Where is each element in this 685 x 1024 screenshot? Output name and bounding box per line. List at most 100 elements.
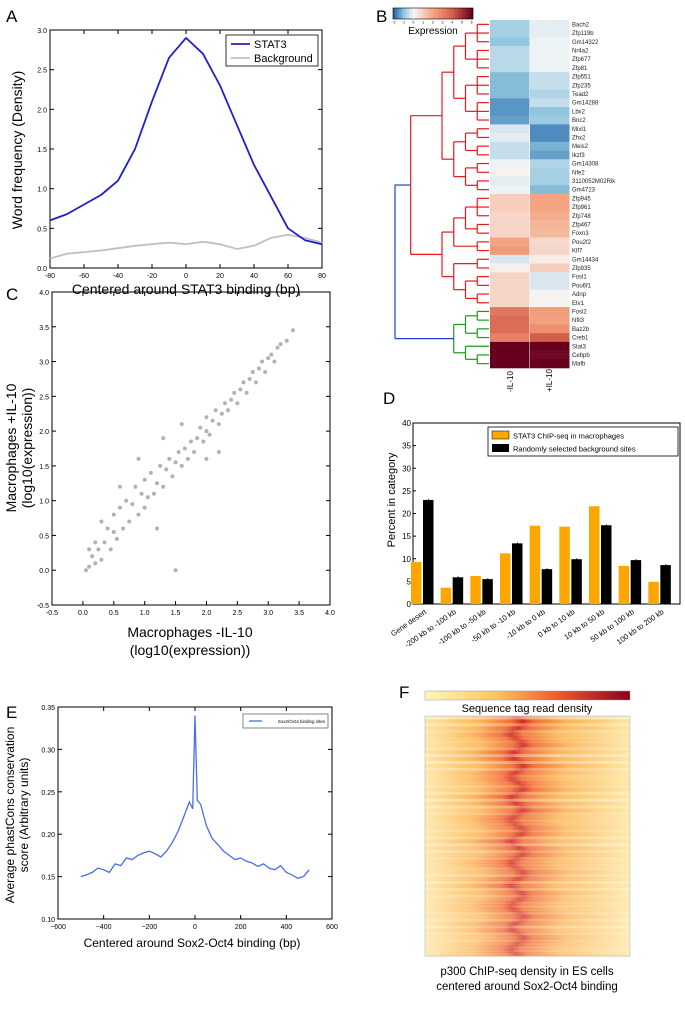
colorbar-tick-label: 3 xyxy=(442,21,444,25)
density-row xyxy=(425,945,630,950)
heatmap-cell xyxy=(490,54,530,64)
density-row xyxy=(425,897,630,902)
gene-label: Zfp235 xyxy=(572,83,591,89)
panel-c-xtick-label: 1.0 xyxy=(140,610,150,617)
colorbar-segment xyxy=(449,8,452,19)
gene-label: Zfp677 xyxy=(572,57,591,63)
gene-label: Creb1 xyxy=(572,336,589,342)
density-row xyxy=(425,829,630,833)
scatter-point xyxy=(111,529,116,534)
scatter-point xyxy=(164,467,169,472)
bar-stat3 xyxy=(500,553,511,604)
heatmap-cell xyxy=(490,124,530,134)
panel-c-ytick-label: 0.5 xyxy=(39,533,49,540)
heatmap-cell xyxy=(530,254,570,264)
scatter-point xyxy=(114,536,119,541)
density-row xyxy=(425,949,630,953)
panel-a-xtick-label: -20 xyxy=(147,273,157,280)
colorbar-segment xyxy=(405,8,408,19)
scatter-point xyxy=(111,512,116,517)
panel-label-f: F xyxy=(399,683,409,702)
panel-f-heatmap: Sequence tag read density p300 ChIP-seq … xyxy=(424,690,631,993)
heatmap-cell xyxy=(530,159,570,169)
scatter-point xyxy=(216,422,221,427)
panel-d-ytick-label: 0 xyxy=(407,600,412,609)
scatter-point xyxy=(207,432,212,437)
heatmap-cell xyxy=(530,237,570,247)
panel-e-xtick-label: 600 xyxy=(326,924,338,931)
heatmap-cell xyxy=(530,176,570,186)
gene-label: Zhx2 xyxy=(572,135,586,141)
bar-stat3 xyxy=(589,506,600,604)
colorbar-segment xyxy=(471,8,474,19)
gene-label: Zfp81 xyxy=(572,66,588,72)
panel-c-ylabel: Macrophages +IL-10 xyxy=(3,383,19,512)
colorbar-segment xyxy=(419,8,422,19)
heatmap-cell xyxy=(490,315,530,325)
heatmap-cell xyxy=(490,298,530,308)
heatmap-cell xyxy=(530,20,570,29)
heatmap-cell xyxy=(490,107,530,116)
column-label-plus-il10: +IL-10 xyxy=(545,369,554,392)
scatter-point xyxy=(226,408,231,413)
panel-c-ytick-label: 2.0 xyxy=(39,429,49,436)
panel-e-legend: Sox2/Oct4 binding sites xyxy=(242,713,329,729)
scatter-point xyxy=(204,415,209,420)
colorbar-tick-label: -1 xyxy=(402,21,405,25)
scatter-point xyxy=(192,449,197,454)
scatter-point xyxy=(229,397,234,402)
scatter-point xyxy=(83,568,88,573)
gene-label: Foxn3 xyxy=(572,231,589,237)
scatter-point xyxy=(256,366,261,371)
heatmap-cell xyxy=(530,324,570,334)
legend-sox2-oct4: Sox2/Oct4 binding sites xyxy=(278,719,326,724)
panel-a-ytick-label: 0.0 xyxy=(37,266,47,273)
gene-label: Zfp748 xyxy=(572,214,591,220)
panel-c-ytick-label: 0.0 xyxy=(39,568,49,575)
heatmap-cell xyxy=(490,272,530,282)
panel-d-ytick-label: 20 xyxy=(402,510,411,519)
bar-stat3 xyxy=(529,525,541,604)
scatter-point xyxy=(204,456,209,461)
heatmap-cell xyxy=(530,185,570,195)
heatmap-cell xyxy=(530,141,570,151)
heatmap-cell xyxy=(490,237,530,247)
density-row xyxy=(425,925,630,929)
gene-label: Zfp945 xyxy=(572,196,591,202)
colorbar-segment xyxy=(417,8,420,19)
heatmap-cell xyxy=(530,54,570,64)
heatmap-cell xyxy=(530,220,570,230)
bar-stat3 xyxy=(618,565,630,604)
heatmap-cell xyxy=(490,133,530,143)
panel-c-xtick-label: 3.5 xyxy=(294,610,304,617)
gene-label: Fosl2 xyxy=(572,309,587,315)
scatter-point xyxy=(247,376,252,381)
scatter-point xyxy=(235,401,240,406)
scatter-point xyxy=(182,446,187,451)
density-row xyxy=(425,740,630,744)
gene-label: Tead2 xyxy=(572,92,589,98)
density-row xyxy=(425,938,630,943)
panel-label-a: A xyxy=(6,7,18,26)
density-row xyxy=(425,750,630,755)
colorbar-tick-label: 2 xyxy=(432,21,434,25)
colorbar-segment xyxy=(407,8,410,19)
scatter-point xyxy=(102,540,107,545)
series-line-sox2-oct4 xyxy=(80,715,310,880)
scatter-point xyxy=(219,411,224,416)
gene-label: Zfp119b xyxy=(572,31,594,37)
density-row xyxy=(425,836,630,840)
density-row xyxy=(425,873,630,878)
scatter-point xyxy=(263,369,268,374)
density-row xyxy=(425,757,630,761)
scatter-point xyxy=(99,557,104,562)
panel-f-caption-line2: centered around Sox2-Oct4 binding xyxy=(436,981,618,993)
density-row xyxy=(425,880,630,885)
gene-label: Etv1 xyxy=(572,301,585,307)
panel-d-bar-chart: Percent in category STAT3 ChIP-seq in ma… xyxy=(386,419,681,649)
panel-e-ytick-label: 0.15 xyxy=(41,875,55,882)
density-row xyxy=(425,774,630,779)
panel-d-ytick-label: 40 xyxy=(402,419,411,428)
scatter-point xyxy=(151,491,156,496)
density-row xyxy=(425,911,630,916)
